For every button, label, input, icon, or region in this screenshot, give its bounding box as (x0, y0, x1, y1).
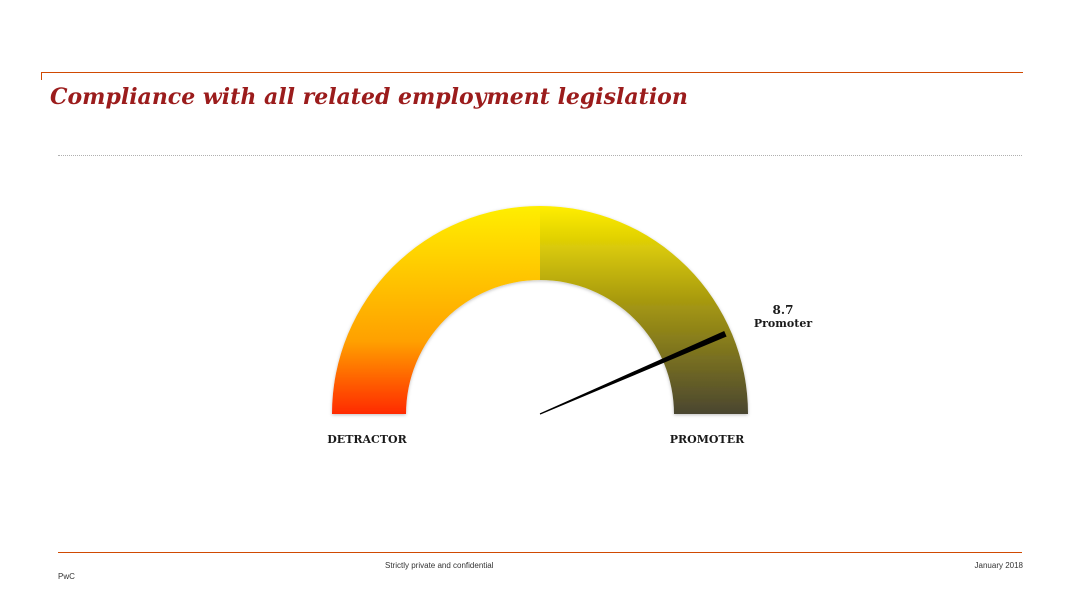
gauge-arc-detractor (332, 206, 540, 414)
gauge-needle (539, 331, 727, 415)
gauge-value-category: Promoter (754, 317, 812, 330)
title-divider (58, 155, 1022, 156)
gauge-right-label: PROMOTER (670, 433, 745, 446)
gauge-value: 8.7 (773, 303, 794, 317)
gauge-left-label: DETRACTOR (327, 433, 407, 446)
header-rule (41, 72, 1023, 73)
header-rule-tick (41, 72, 42, 80)
footer-rule (58, 552, 1022, 553)
footer-date: January 2018 (974, 561, 1023, 570)
confidentiality-note: Strictly private and confidential (385, 561, 494, 570)
slide-title: Compliance with all related employment l… (50, 84, 688, 110)
brand-label: PwC (58, 572, 75, 581)
gauge-arc-promoter (540, 206, 748, 414)
